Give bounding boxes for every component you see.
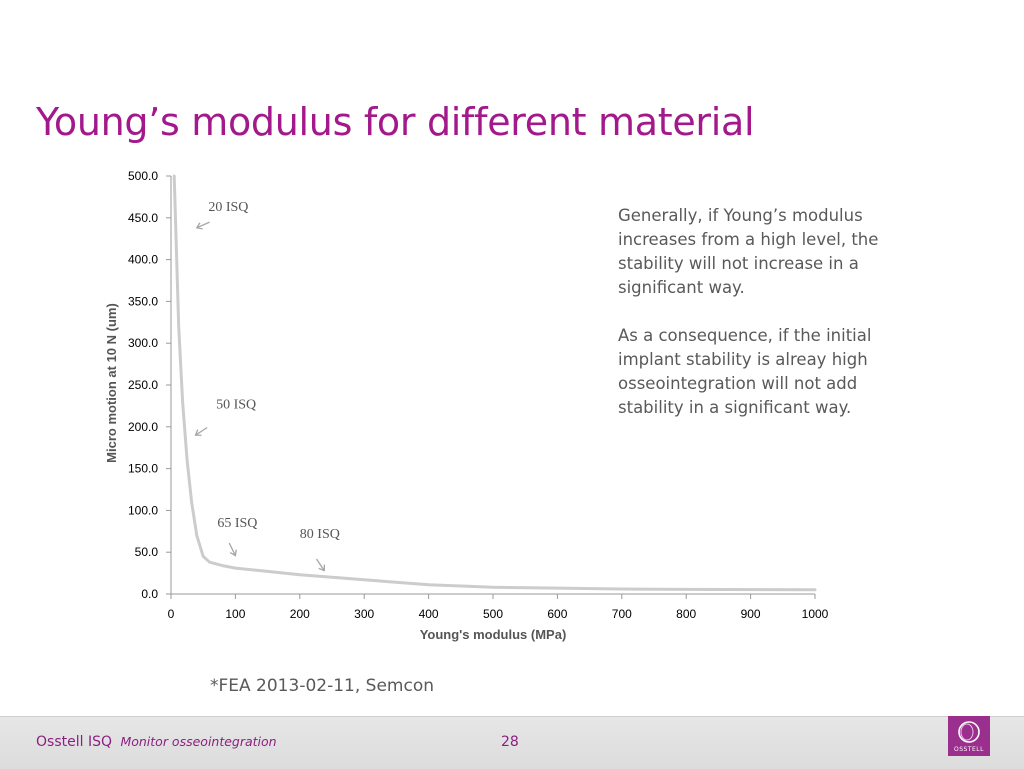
osstell-logo: OSSTELL (948, 716, 990, 756)
x-tick-label: 500 (483, 607, 503, 621)
series-group (172, 174, 817, 592)
annotation-arrow-icon (194, 426, 208, 436)
y-tick-label: 50.0 (135, 545, 159, 559)
annotation-label: 80 ISQ (300, 527, 340, 542)
y-tick-label: 100.0 (128, 503, 158, 517)
annotations: 20 ISQ 50 ISQ 65 ISQ 80 ISQ (194, 200, 340, 572)
annotation-arrow-icon (228, 542, 237, 557)
y-tick-label: 350.0 (128, 294, 158, 308)
note-paragraph-2: As a consequence, if the initial implant… (618, 326, 872, 417)
footer-brand: Osstell ISQ Monitor osseointegration (36, 734, 277, 750)
annotation-label: 20 ISQ (208, 200, 248, 215)
page-number: 28 (501, 734, 519, 750)
x-tick-label: 0 (168, 607, 175, 621)
x-tick-label: 600 (547, 607, 567, 621)
x-tick-label: 900 (741, 607, 761, 621)
y-tick-label: 300.0 (128, 336, 158, 350)
y-tick-label: 450.0 (128, 211, 158, 225)
note-paragraph-1: Generally, if Young’s modulus increases … (618, 206, 879, 297)
slide-title: Young’s modulus for different material (36, 100, 755, 144)
x-tick-label: 400 (419, 607, 439, 621)
y-axis: 0.0 50.0 100.0 150.0 200.0 250.0 300.0 350.0 400… (128, 169, 172, 601)
series-line (172, 174, 817, 592)
y-tick-label: 500.0 (128, 169, 158, 183)
x-tick-label: 1000 (802, 607, 829, 621)
y-tick-label: 200.0 (128, 420, 158, 434)
footnote: *FEA 2013-02-11, Semcon (210, 676, 434, 696)
line-chart: 0.0 50.0 100.0 150.0 200.0 250.0 300.0 350.0 400… (104, 169, 829, 642)
y-tick-label: 150.0 (128, 462, 158, 476)
x-axis: 0 100 200 300 400 500 600 700 800 900 1000 (168, 593, 829, 621)
y-tick-label: 250.0 (128, 378, 158, 392)
x-tick-label: 700 (612, 607, 632, 621)
y-tick-label: 0.0 (141, 587, 158, 601)
x-tick-label: 200 (290, 607, 310, 621)
annotation-arrow-icon (315, 558, 325, 572)
x-axis-title: Young's modulus (MPa) (420, 627, 567, 642)
x-tick-label: 100 (225, 607, 245, 621)
y-axis-title: Micro motion at 10 N (um) (104, 303, 119, 463)
footer: Osstell ISQ Monitor osseointegration 28 (0, 716, 1024, 769)
footer-tagline: Monitor osseointegration (120, 734, 277, 749)
annotation-label: 65 ISQ (217, 516, 257, 531)
x-tick-label: 800 (676, 607, 696, 621)
x-tick-label: 300 (354, 607, 374, 621)
y-tick-label: 400.0 (128, 253, 158, 267)
logo-text: OSSTELL (954, 746, 984, 753)
annotation-label: 50 ISQ (216, 397, 256, 412)
logo-ring-icon (958, 721, 980, 743)
annotation-arrow-icon (195, 221, 210, 230)
footer-brand-name: Osstell ISQ (36, 734, 112, 750)
